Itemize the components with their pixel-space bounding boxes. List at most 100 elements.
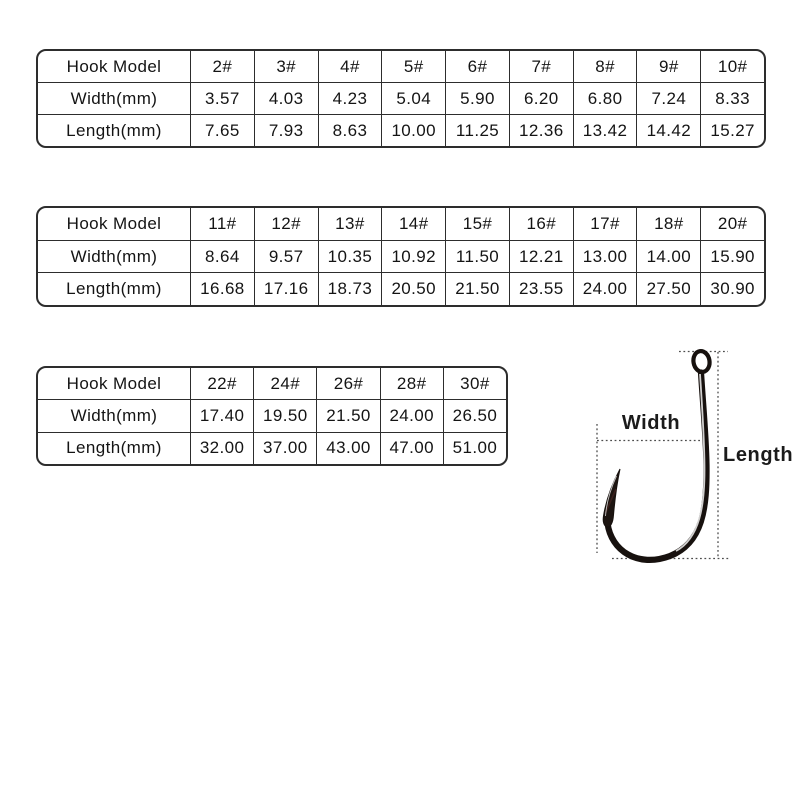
length-dimension-label: Length bbox=[723, 444, 794, 466]
value-cell: 20# bbox=[700, 208, 764, 240]
value-cell: 5.90 bbox=[445, 83, 509, 114]
value-cell: 23.55 bbox=[508, 273, 573, 305]
value-cell: 13# bbox=[317, 208, 382, 240]
value-cell: 6.20 bbox=[508, 83, 573, 114]
row-label-cell: Width(mm) bbox=[70, 88, 158, 108]
value-cell: 3.57 bbox=[190, 83, 254, 114]
value-cell: 26.50 bbox=[442, 400, 506, 432]
row-label-cell: Width(mm) bbox=[70, 405, 158, 425]
row-label-cell: Length(mm) bbox=[66, 438, 162, 458]
value-cell: 12.21 bbox=[508, 240, 573, 273]
value-cell: 10# bbox=[700, 51, 764, 82]
value-cell: 11# bbox=[190, 208, 254, 240]
value-cell: 15.27 bbox=[700, 115, 764, 146]
value-cell: 32.00 bbox=[190, 432, 253, 464]
value-cell: 14.00 bbox=[636, 240, 700, 273]
value-cell: 8.63 bbox=[317, 115, 382, 146]
value-cell: 51.00 bbox=[442, 432, 506, 464]
table-row: Length(mm) 7.65 7.93 8.63 10.00 11.25 12.36 13.… bbox=[38, 114, 764, 146]
value-cell: 5.04 bbox=[381, 83, 445, 114]
value-cell: 20.50 bbox=[381, 273, 445, 305]
value-cell: 22# bbox=[190, 368, 253, 400]
value-cell: 30.90 bbox=[700, 273, 764, 305]
row-label-cell: Hook Model bbox=[66, 213, 162, 233]
table-row: Hook Model 22# 24# 26# 28# 30# bbox=[38, 368, 506, 400]
value-cell: 3# bbox=[253, 51, 318, 82]
table-row: Width(mm) 3.57 4.03 4.23 5.04 5.90 6.20 6.80 7.2… bbox=[38, 82, 764, 114]
hook-eye-highlight bbox=[697, 355, 701, 361]
value-cell: 13.42 bbox=[572, 115, 637, 146]
value-cell: 24# bbox=[253, 368, 316, 400]
value-cell: 21.50 bbox=[316, 400, 379, 432]
value-cell: 2# bbox=[190, 51, 254, 82]
hook-point-highlight bbox=[605, 475, 617, 517]
value-cell: 8# bbox=[572, 51, 637, 82]
value-cell: 15# bbox=[445, 208, 509, 240]
row-label-cell: Hook Model bbox=[66, 373, 162, 393]
value-cell: 10.35 bbox=[317, 240, 382, 273]
value-cell: 17# bbox=[572, 208, 637, 240]
value-cell: 17.40 bbox=[190, 400, 253, 432]
value-cell: 9# bbox=[636, 51, 700, 82]
table-row: Width(mm) 8.64 9.57 10.35 10.92 11.50 12.21 13.… bbox=[38, 239, 764, 273]
table-row: Hook Model 2# 3# 4# 5# 6# 7# 8# 9# 10# bbox=[38, 51, 764, 82]
value-cell: 10.00 bbox=[381, 115, 445, 146]
value-cell: 47.00 bbox=[379, 432, 443, 464]
value-cell: 7.24 bbox=[636, 83, 700, 114]
value-cell: 6# bbox=[445, 51, 509, 82]
hook-shank-bend bbox=[604, 369, 710, 563]
value-cell: 17.16 bbox=[253, 273, 318, 305]
hook-size-table-small-models: Hook Model 2# 3# 4# 5# 6# 7# 8# 9# 10# Width(mm) 3.… bbox=[36, 49, 766, 148]
value-cell: 24.00 bbox=[379, 400, 443, 432]
table-row: Width(mm) 17.40 19.50 21.50 24.00 26.50 bbox=[38, 399, 506, 432]
value-cell: 28# bbox=[379, 368, 443, 400]
hook-size-table-medium-models: Hook Model 11# 12# 13# 14# 15# 16# 17# 18# 20# Wid… bbox=[36, 206, 766, 307]
value-cell: 4# bbox=[317, 51, 382, 82]
hook-shine-highlight bbox=[675, 373, 706, 552]
value-cell: 4.23 bbox=[317, 83, 382, 114]
row-label-cell: Hook Model bbox=[66, 56, 162, 76]
value-cell: 27.50 bbox=[636, 273, 700, 305]
value-cell: 19.50 bbox=[253, 400, 316, 432]
value-cell: 7# bbox=[508, 51, 573, 82]
value-cell: 26# bbox=[316, 368, 379, 400]
row-label-cell: Width(mm) bbox=[70, 246, 158, 266]
value-cell: 11.50 bbox=[445, 240, 509, 273]
value-cell: 10.92 bbox=[381, 240, 445, 273]
table-row: Length(mm) 16.68 17.16 18.73 20.50 21.50 23.55… bbox=[38, 272, 764, 305]
value-cell: 7.65 bbox=[190, 115, 254, 146]
value-cell: 8.64 bbox=[190, 240, 254, 273]
value-cell: 9.57 bbox=[253, 240, 318, 273]
width-dimension-label: Width bbox=[621, 412, 681, 434]
value-cell: 15.90 bbox=[700, 240, 764, 273]
row-label-cell: Length(mm) bbox=[66, 120, 162, 140]
value-cell: 6.80 bbox=[572, 83, 637, 114]
value-cell: 37.00 bbox=[253, 432, 316, 464]
value-cell: 5# bbox=[381, 51, 445, 82]
value-cell: 13.00 bbox=[572, 240, 637, 273]
table-row: Hook Model 11# 12# 13# 14# 15# 16# 17# 18# 20# bbox=[38, 208, 764, 240]
value-cell: 14# bbox=[381, 208, 445, 240]
value-cell: 12.36 bbox=[508, 115, 573, 146]
value-cell: 21.50 bbox=[445, 273, 509, 305]
value-cell: 14.42 bbox=[636, 115, 700, 146]
value-cell: 12# bbox=[253, 208, 318, 240]
hook-size-table-large-models: Hook Model 22# 24# 26# 28# 30# Width(mm) 17.40 1… bbox=[36, 366, 508, 466]
value-cell: 24.00 bbox=[572, 273, 637, 305]
value-cell: 30# bbox=[442, 368, 506, 400]
value-cell: 16# bbox=[508, 208, 573, 240]
value-cell: 18# bbox=[636, 208, 700, 240]
value-cell: 11.25 bbox=[445, 115, 509, 146]
value-cell: 18.73 bbox=[317, 273, 382, 305]
row-label-cell: Length(mm) bbox=[66, 279, 162, 299]
value-cell: 4.03 bbox=[253, 83, 318, 114]
value-cell: 8.33 bbox=[700, 83, 764, 114]
table-row: Length(mm) 32.00 37.00 43.00 47.00 51.00 bbox=[38, 431, 506, 464]
value-cell: 7.93 bbox=[253, 115, 318, 146]
value-cell: 43.00 bbox=[316, 432, 379, 464]
value-cell: 16.68 bbox=[190, 273, 254, 305]
hook-barb bbox=[604, 488, 617, 514]
